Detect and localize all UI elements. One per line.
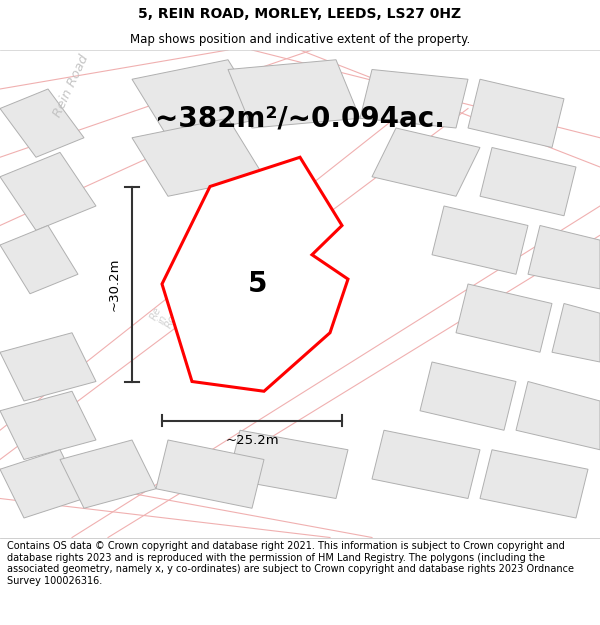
Polygon shape [0, 152, 96, 231]
Polygon shape [432, 206, 528, 274]
Polygon shape [0, 450, 84, 518]
Polygon shape [528, 226, 600, 289]
Polygon shape [0, 89, 84, 158]
Polygon shape [60, 440, 156, 508]
Polygon shape [372, 128, 480, 196]
Polygon shape [420, 362, 516, 430]
Polygon shape [228, 430, 348, 499]
Polygon shape [516, 381, 600, 450]
Polygon shape [0, 332, 96, 401]
Polygon shape [0, 226, 78, 294]
Polygon shape [132, 60, 264, 138]
Text: Map shows position and indicative extent of the property.: Map shows position and indicative extent… [130, 32, 470, 46]
Text: ~30.2m: ~30.2m [107, 258, 121, 311]
Polygon shape [0, 391, 96, 459]
Polygon shape [228, 60, 360, 128]
Polygon shape [456, 284, 552, 352]
Text: 5: 5 [248, 270, 268, 298]
Polygon shape [162, 158, 348, 391]
Polygon shape [156, 440, 264, 508]
Polygon shape [372, 430, 480, 499]
Polygon shape [480, 450, 588, 518]
Text: Re
in
Ro
ad: Re in Ro ad [148, 306, 186, 333]
Polygon shape [552, 304, 600, 362]
Text: Contains OS data © Crown copyright and database right 2021. This information is : Contains OS data © Crown copyright and d… [7, 541, 574, 586]
Polygon shape [468, 79, 564, 148]
Text: 5, REIN ROAD, MORLEY, LEEDS, LS27 0HZ: 5, REIN ROAD, MORLEY, LEEDS, LS27 0HZ [139, 7, 461, 21]
Polygon shape [480, 148, 576, 216]
Text: ~382m²/~0.094ac.: ~382m²/~0.094ac. [155, 104, 445, 132]
Text: Rein Road: Rein Road [51, 53, 91, 119]
Text: ~25.2m: ~25.2m [225, 434, 279, 446]
Polygon shape [132, 118, 264, 196]
Polygon shape [360, 69, 468, 128]
